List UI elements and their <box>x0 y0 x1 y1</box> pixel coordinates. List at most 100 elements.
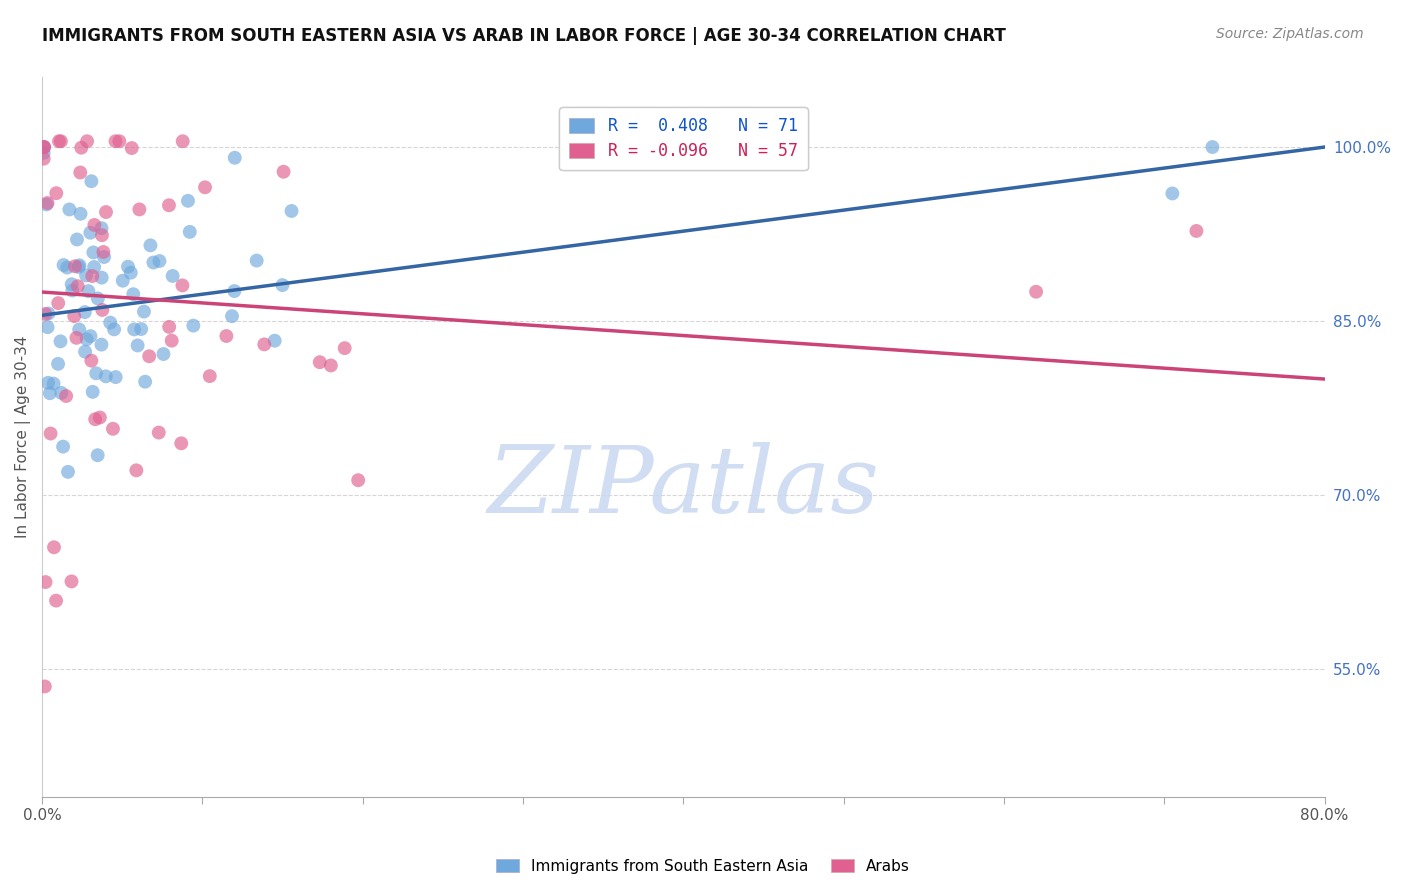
Point <box>128 202 150 217</box>
Point <box>148 254 170 268</box>
Point <box>308 355 330 369</box>
Point <box>84 412 107 426</box>
Point <box>125 463 148 477</box>
Point <box>37 306 59 320</box>
Point <box>177 194 200 208</box>
Point <box>82 384 104 399</box>
Text: ZIPatlas: ZIPatlas <box>488 442 879 533</box>
Point <box>83 260 105 274</box>
Point <box>347 473 370 487</box>
Point <box>170 436 193 450</box>
Point <box>104 134 127 148</box>
Point <box>101 422 124 436</box>
Point <box>79 329 101 343</box>
Point <box>82 268 104 283</box>
Point <box>90 221 112 235</box>
Point <box>253 337 276 351</box>
Point <box>139 238 162 252</box>
Point <box>34 307 56 321</box>
Point <box>77 284 100 298</box>
Point <box>52 258 75 272</box>
Point <box>132 304 155 318</box>
Point <box>55 389 77 403</box>
Point <box>80 353 103 368</box>
Point <box>1161 186 1184 201</box>
Point <box>157 319 180 334</box>
Point <box>94 369 117 384</box>
Point <box>42 541 65 555</box>
Point <box>45 593 67 607</box>
Point <box>1185 224 1208 238</box>
Point <box>60 574 83 589</box>
Point <box>90 270 112 285</box>
Point <box>58 202 80 217</box>
Point <box>49 134 72 148</box>
Point <box>183 318 205 333</box>
Point <box>271 278 294 293</box>
Point <box>70 141 93 155</box>
Point <box>63 309 86 323</box>
Point <box>32 152 55 166</box>
Point <box>98 316 121 330</box>
Point <box>83 218 105 232</box>
Point <box>32 140 55 154</box>
Text: Source: ZipAtlas.com: Source: ZipAtlas.com <box>1216 27 1364 41</box>
Point <box>142 255 165 269</box>
Point <box>46 357 69 371</box>
Point <box>32 145 55 160</box>
Point <box>160 334 183 348</box>
Point <box>120 266 142 280</box>
Point <box>69 207 91 221</box>
Point <box>56 465 79 479</box>
Point <box>66 279 89 293</box>
Point <box>80 174 103 188</box>
Point <box>60 284 83 298</box>
Point <box>91 228 114 243</box>
Point <box>273 165 295 179</box>
Point <box>76 134 98 148</box>
Point <box>76 332 98 346</box>
Point <box>49 334 72 349</box>
Point <box>32 140 55 154</box>
Point <box>60 277 83 292</box>
Point <box>224 284 246 298</box>
Point <box>67 322 90 336</box>
Point <box>108 134 131 148</box>
Point <box>122 322 145 336</box>
Point <box>37 196 59 211</box>
Point <box>46 296 69 310</box>
Point <box>1201 140 1223 154</box>
Point <box>45 186 67 201</box>
Text: IMMIGRANTS FROM SOUTH EASTERN ASIA VS ARAB IN LABOR FORCE | AGE 30-34 CORRELATIO: IMMIGRANTS FROM SOUTH EASTERN ASIA VS AR… <box>42 27 1007 45</box>
Legend: R =  0.408   N = 71, R = -0.096   N = 57: R = 0.408 N = 71, R = -0.096 N = 57 <box>560 107 807 170</box>
Point <box>51 385 73 400</box>
Legend: Immigrants from South Eastern Asia, Arabs: Immigrants from South Eastern Asia, Arab… <box>489 853 917 880</box>
Point <box>94 205 117 219</box>
Point <box>73 305 96 319</box>
Point <box>69 165 91 179</box>
Point <box>65 331 87 345</box>
Point <box>157 198 180 212</box>
Point <box>37 320 59 334</box>
Point <box>134 375 156 389</box>
Point <box>34 575 56 590</box>
Point <box>56 260 79 275</box>
Point <box>52 440 75 454</box>
Point <box>86 448 108 462</box>
Point <box>111 274 134 288</box>
Point <box>148 425 170 440</box>
Point <box>117 260 139 274</box>
Point <box>63 259 86 273</box>
Point <box>79 226 101 240</box>
Point <box>162 268 184 283</box>
Point <box>198 369 221 384</box>
Point <box>224 151 246 165</box>
Point <box>127 338 149 352</box>
Point <box>93 244 115 259</box>
Point <box>87 292 110 306</box>
Point <box>319 359 342 373</box>
Point <box>221 309 243 323</box>
Point <box>75 268 97 283</box>
Point <box>48 134 70 148</box>
Point <box>34 680 56 694</box>
